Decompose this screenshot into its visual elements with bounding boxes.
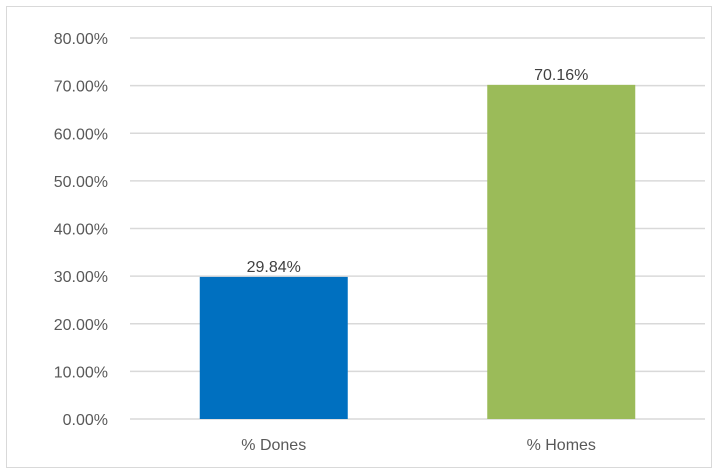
y-tick-label: 30.00% [54, 269, 108, 286]
y-tick-label: 40.00% [54, 222, 108, 239]
y-tick-label: 50.00% [54, 174, 108, 191]
data-label: 70.16% [534, 67, 588, 84]
x-axis-tick-labels: % Dones % Homes [241, 437, 596, 454]
y-tick-label: 80.00% [54, 31, 108, 48]
x-tick-label: % Dones [241, 437, 306, 454]
y-axis-tick-labels: 0.00% 10.00% 20.00% 30.00% 40.00% 50.00% 60.00… [54, 31, 108, 429]
y-tick-label: 10.00% [54, 364, 108, 381]
y-tick-label: 60.00% [54, 126, 108, 143]
bar [199, 276, 348, 419]
bars [199, 84, 636, 419]
chart-border [6, 6, 712, 468]
y-tick-label: 20.00% [54, 317, 108, 334]
y-tick-label: 0.00% [63, 412, 108, 429]
data-labels: 29.84% 70.16% [247, 67, 589, 276]
data-label: 29.84% [247, 259, 301, 276]
bar [487, 84, 636, 419]
y-tick-label: 70.00% [54, 79, 108, 96]
x-tick-label: % Homes [527, 437, 596, 454]
